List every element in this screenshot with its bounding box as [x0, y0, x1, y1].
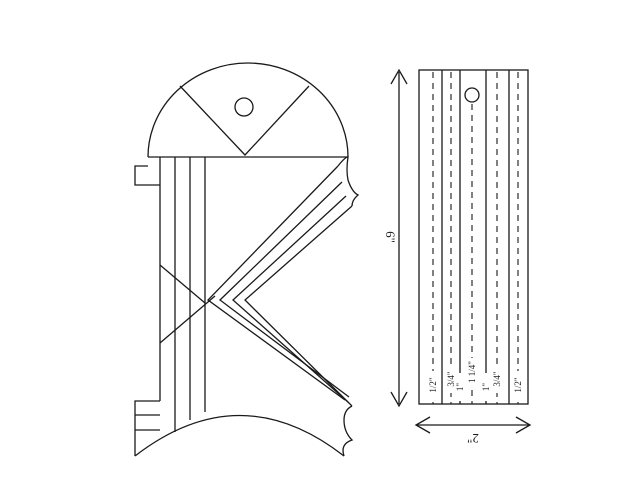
template-top-arc: [147, 62, 349, 158]
template-hole: [234, 97, 254, 117]
height-label: 6": [383, 231, 398, 243]
template-top-tab: [134, 165, 160, 186]
ruler-line-label: 1 1/4": [467, 361, 477, 383]
chevron-line-3: [232, 195, 349, 403]
ruler-line-label: 1/2": [513, 377, 523, 393]
chevron-line-2: [219, 181, 350, 398]
ruler-line-label: 1/2": [428, 377, 438, 393]
shaped-template: [134, 62, 360, 457]
template-top-triangle: [179, 85, 310, 156]
ruler-line-label: 3/4": [492, 371, 502, 387]
ruler-line-label: 1": [455, 383, 465, 392]
chevron-line-1: [207, 165, 346, 401]
template-bottom-tab: [134, 400, 160, 456]
chevron-line-4: [244, 205, 353, 407]
ruler-line-label: 3/4": [446, 371, 456, 387]
ruler-line-label: 1": [481, 383, 491, 392]
width-label: 2": [467, 431, 479, 446]
template-bottom-arc: [134, 414, 345, 457]
ruler-template: 1/2" 3/4"1"1 1/4"1"3/4" 1/2" 6" 2": [383, 68, 532, 446]
ruler-hole: [464, 87, 480, 103]
ruler-outline: [418, 69, 529, 405]
template-right-notch-bottom: [342, 405, 354, 457]
ruler-labels: 1/2" 3/4"1"1 1/4"1"3/4" 1/2": [428, 358, 523, 401]
template-right-notch-top: [337, 156, 360, 207]
